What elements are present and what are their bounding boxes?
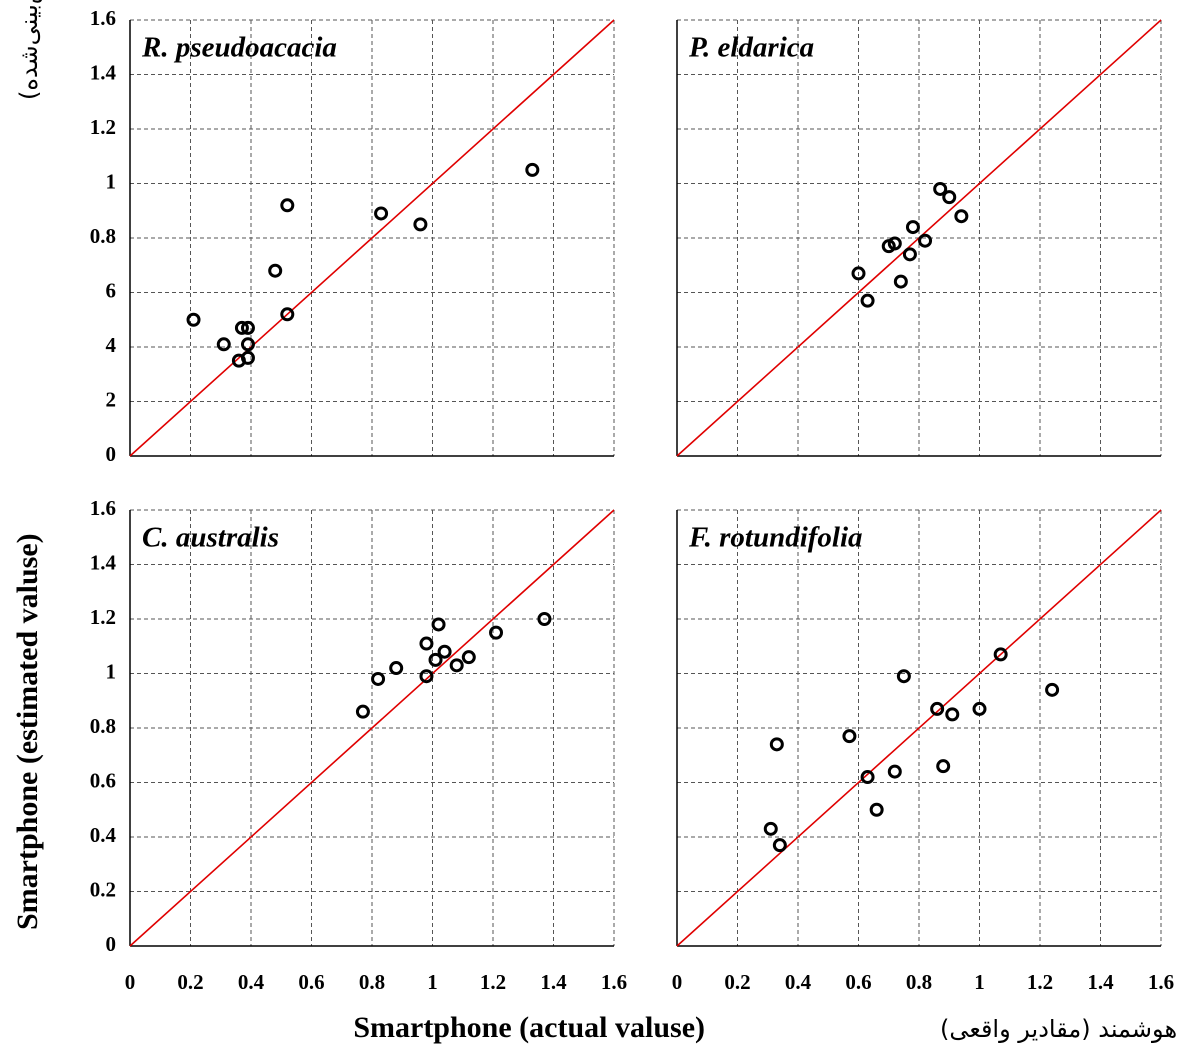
y-tick-label: 1.2 <box>90 115 116 139</box>
point <box>918 233 933 248</box>
point <box>772 838 787 853</box>
y-tick-label: 0.6 <box>90 768 116 792</box>
y-tick-label: 2 <box>106 387 117 411</box>
point <box>280 307 295 322</box>
point <box>461 650 476 665</box>
y-tick-label: 6 <box>106 278 117 302</box>
panel-title: P. eldarica <box>688 32 814 64</box>
x-tick-label: 0.2 <box>724 970 750 994</box>
x-tick-label: 1.2 <box>480 970 506 994</box>
point <box>930 701 945 716</box>
identity-line <box>129 509 615 947</box>
panel-title: R. pseudoacacia <box>141 32 337 64</box>
point <box>887 764 902 779</box>
y-axis-label: Smartphone (estimated valuse) <box>11 533 44 930</box>
point <box>374 206 389 221</box>
point <box>268 263 283 278</box>
y-tick-label: 0 <box>106 442 117 466</box>
point <box>240 350 255 365</box>
point <box>860 293 875 308</box>
point <box>893 274 908 289</box>
point <box>419 669 434 684</box>
y-tick-label: 1 <box>106 659 117 683</box>
y-axis-label-fa: گوشی هوشمند (مقادیر پیش‌بینی‌شده) <box>15 0 43 100</box>
point <box>902 247 917 262</box>
y-tick-label: 0.4 <box>90 823 117 847</box>
point <box>537 612 552 626</box>
y-tick-label: 1 <box>106 169 117 193</box>
y-tick-label: 0.2 <box>90 877 116 901</box>
x-tick-label: 1 <box>427 970 438 994</box>
x-tick-label: 1.6 <box>1148 970 1174 994</box>
x-tick-label: 0.8 <box>359 970 385 994</box>
point <box>431 617 446 632</box>
point <box>437 644 452 659</box>
point <box>942 190 957 205</box>
panel-title: C. australis <box>142 522 279 554</box>
point <box>972 701 987 716</box>
identity-line <box>129 19 615 457</box>
point <box>240 337 255 352</box>
point <box>355 704 370 719</box>
y-tick-label: 0.8 <box>90 224 116 248</box>
point <box>769 737 784 752</box>
y-tick-label: 1.4 <box>90 550 117 574</box>
point <box>240 320 255 335</box>
y-tick-label: 0.8 <box>90 714 116 738</box>
point <box>860 770 875 785</box>
x-tick-label: 0.6 <box>298 970 324 994</box>
point <box>371 671 386 686</box>
point <box>1045 682 1060 697</box>
x-tick-label: 1.4 <box>540 970 567 994</box>
point <box>389 661 404 676</box>
point <box>993 647 1008 662</box>
y-tick-label: 0 <box>106 932 117 956</box>
identity-line <box>676 509 1162 947</box>
y-tick-label: 4 <box>106 333 117 357</box>
point <box>489 625 504 640</box>
point <box>945 707 960 722</box>
point <box>936 759 951 774</box>
y-tick-label: 1.4 <box>90 60 117 84</box>
y-tick-label: 1.6 <box>90 496 116 520</box>
x-tick-label: 1 <box>974 970 985 994</box>
point <box>216 337 231 352</box>
point <box>851 266 866 281</box>
point <box>933 181 948 196</box>
point <box>842 729 857 744</box>
point <box>234 320 249 335</box>
x-axis-label-fa: گوشی هوشمند (مقادیر واقعی) <box>940 1015 1185 1043</box>
panel-title: F. rotundifolia <box>688 522 863 554</box>
point <box>525 162 540 177</box>
point <box>186 312 201 327</box>
point <box>428 652 443 667</box>
x-tick-label: 0.4 <box>785 970 812 994</box>
point <box>954 209 969 224</box>
x-tick-label: 1.6 <box>601 970 627 994</box>
x-tick-label: 0.4 <box>238 970 265 994</box>
x-axis-label: Smartphone (actual valuse) <box>353 1011 705 1044</box>
x-tick-label: 1.2 <box>1027 970 1053 994</box>
point <box>280 198 295 213</box>
y-tick-label: 1.6 <box>90 6 116 30</box>
y-tick-label: 1.2 <box>90 605 116 629</box>
x-tick-label: 1.4 <box>1087 970 1114 994</box>
point <box>905 220 920 235</box>
point <box>419 636 434 651</box>
x-tick-label: 0 <box>125 970 136 994</box>
point <box>763 821 778 836</box>
point <box>449 658 464 673</box>
point <box>896 669 911 684</box>
point <box>887 236 902 251</box>
x-tick-label: 0.6 <box>845 970 871 994</box>
x-tick-label: 0 <box>672 970 683 994</box>
x-tick-label: 0.8 <box>906 970 932 994</box>
point <box>869 802 884 817</box>
point <box>413 217 428 232</box>
x-tick-label: 0.2 <box>177 970 203 994</box>
